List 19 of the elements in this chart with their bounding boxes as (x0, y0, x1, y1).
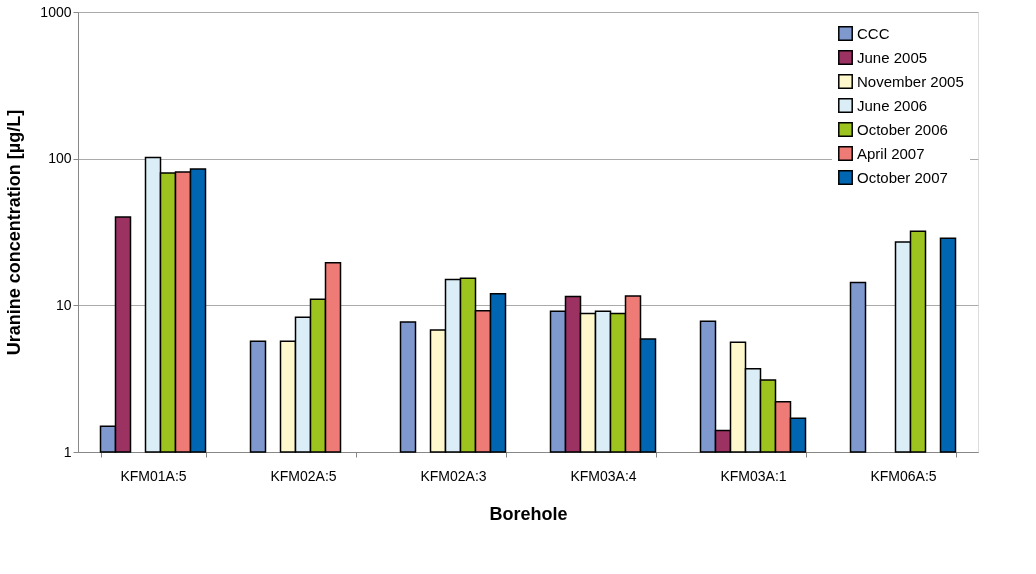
y-tick-label: 100 (48, 150, 72, 167)
x-tick-label: KFM03A:1 (720, 467, 787, 484)
legend-label: June 2006 (857, 96, 928, 114)
x-tick-label: KFM06A:5 (870, 467, 937, 484)
x-tick-label: KFM01A:5 (120, 467, 187, 484)
legend-label: CCC (857, 24, 890, 42)
legend-label: October 2007 (857, 168, 948, 186)
legend-label: October 2006 (857, 120, 948, 138)
y-tick-label: 1000 (40, 3, 72, 20)
x-tick-label: KFM02A:3 (420, 467, 487, 484)
legend-label: April 2007 (857, 144, 925, 162)
x-tick-label: KFM03A:4 (570, 467, 637, 484)
y-tick-label: 10 (55, 296, 72, 313)
y-axis-title: Uranine concentration [µg/L] (4, 109, 25, 356)
x-axis-title: Borehole (489, 503, 568, 524)
legend-label: November 2005 (857, 72, 964, 90)
y-tick-label: 1 (63, 443, 72, 460)
x-tick-label: KFM02A:5 (270, 467, 337, 484)
legend-label: June 2005 (857, 48, 928, 66)
